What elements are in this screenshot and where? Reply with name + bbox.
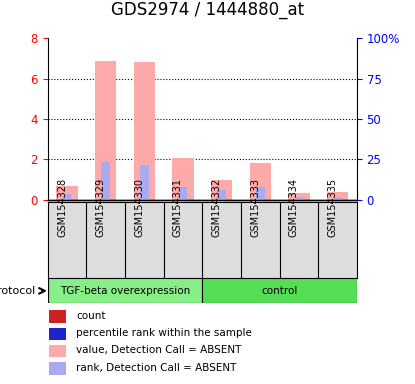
Bar [49, 310, 66, 323]
Bar [49, 345, 66, 357]
Bar [327, 192, 348, 200]
Bar [140, 166, 149, 200]
Text: GSM154329: GSM154329 [96, 178, 106, 237]
Bar [295, 197, 303, 200]
Bar [333, 197, 342, 200]
Text: count: count [76, 311, 105, 321]
Text: percentile rank within the sample: percentile rank within the sample [76, 328, 252, 338]
Text: GSM154332: GSM154332 [212, 178, 222, 237]
Text: value, Detection Call = ABSENT: value, Detection Call = ABSENT [76, 345, 241, 356]
Bar [49, 362, 66, 374]
Bar [211, 180, 232, 200]
Text: GDS2974 / 1444880_at: GDS2974 / 1444880_at [111, 1, 304, 19]
Bar [179, 187, 187, 200]
Text: GSM154331: GSM154331 [173, 178, 183, 237]
Text: rank, Detection Call = ABSENT: rank, Detection Call = ABSENT [76, 362, 236, 373]
Bar [95, 61, 116, 200]
Bar [172, 158, 194, 200]
Text: GSM154330: GSM154330 [134, 178, 144, 237]
Text: GSM154335: GSM154335 [327, 178, 337, 237]
Text: control: control [261, 286, 298, 296]
Bar [217, 190, 226, 200]
Text: protocol: protocol [0, 286, 35, 296]
Bar [56, 185, 78, 200]
Bar [134, 61, 155, 200]
Bar [202, 278, 357, 303]
Bar [49, 328, 66, 340]
Text: GSM154328: GSM154328 [57, 178, 67, 237]
Text: GSM154333: GSM154333 [250, 178, 260, 237]
Bar [101, 162, 110, 200]
Bar [256, 187, 264, 200]
Text: GSM154334: GSM154334 [289, 178, 299, 237]
Bar [48, 278, 202, 303]
Text: TGF-beta overexpression: TGF-beta overexpression [60, 286, 190, 296]
Bar [63, 194, 71, 200]
Bar [288, 193, 310, 200]
Bar [250, 164, 271, 200]
